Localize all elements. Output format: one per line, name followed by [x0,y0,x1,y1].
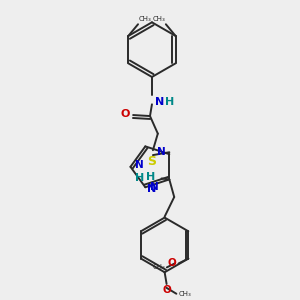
Text: N: N [150,182,159,192]
Text: H: H [165,98,174,107]
Text: O: O [120,109,130,119]
Text: O: O [162,285,171,295]
Text: O: O [168,259,177,269]
Text: N: N [155,98,164,107]
Text: N: N [157,147,165,157]
Text: CH₃: CH₃ [139,16,152,22]
Text: N: N [147,184,156,194]
Text: CH₃: CH₃ [152,16,165,22]
Text: H: H [135,173,144,184]
Text: H: H [146,172,156,182]
Text: CH₃: CH₃ [178,291,191,297]
Text: S: S [148,155,157,168]
Text: CH₃: CH₃ [152,264,165,270]
Text: N: N [135,160,144,170]
